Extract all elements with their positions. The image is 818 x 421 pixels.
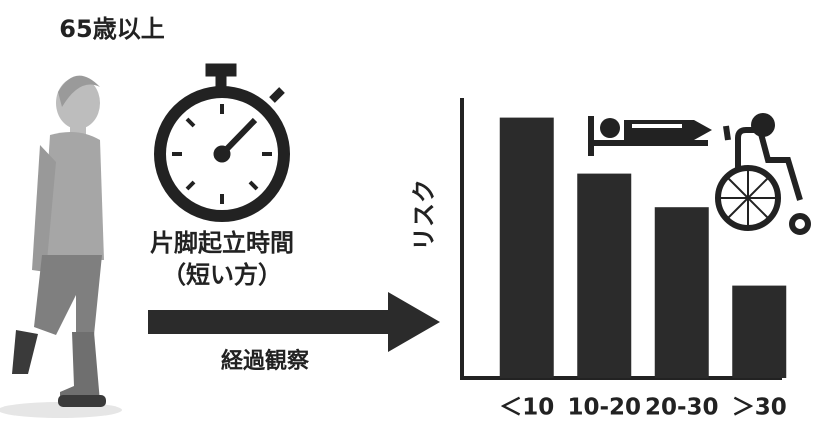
arrow bbox=[148, 292, 440, 352]
x-tick-label: 10-20 bbox=[567, 395, 641, 421]
stopwatch-label: 片脚起立時間 bbox=[150, 229, 294, 257]
x-tick-label: ＞30 bbox=[732, 395, 787, 421]
stopwatch-icon bbox=[154, 63, 290, 222]
arrow-label: 経過観察 bbox=[221, 348, 310, 374]
bar bbox=[654, 207, 709, 378]
x-tick-label: ＜10 bbox=[499, 395, 554, 421]
bar bbox=[499, 117, 554, 378]
y-axis-label: リスク bbox=[410, 179, 438, 251]
bar-chart: リスク ＜10 10-20 20-30 ＞30 bbox=[410, 98, 787, 421]
bed-icon bbox=[588, 116, 712, 156]
wheelchair-icon bbox=[715, 113, 811, 235]
bar bbox=[732, 285, 787, 378]
stopwatch-label: （短い方） bbox=[162, 261, 282, 289]
x-tick-label: 20-30 bbox=[645, 395, 719, 421]
heading: 65歳以上 bbox=[59, 15, 164, 43]
person-icon bbox=[0, 75, 122, 418]
bar bbox=[577, 173, 632, 378]
